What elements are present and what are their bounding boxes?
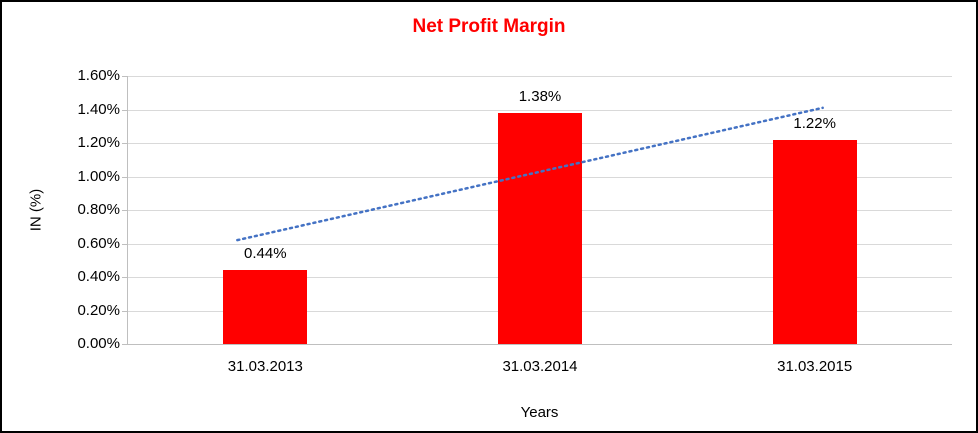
y-tick-mark bbox=[122, 243, 128, 245]
y-tick-label: 0.20% bbox=[77, 301, 120, 319]
bar bbox=[772, 139, 857, 344]
chart-title: Net Profit Margin bbox=[412, 16, 566, 37]
bar-value-label: 1.38% bbox=[518, 87, 562, 105]
y-tick-label: 0.00% bbox=[77, 335, 120, 352]
y-tick-mark bbox=[122, 210, 128, 211]
x-tick-label: 31.03.2015 bbox=[777, 358, 853, 375]
y-tick-label: 1.20% bbox=[77, 134, 120, 151]
y-tick-label: 0.80% bbox=[77, 201, 120, 218]
x-tick-label: 31.03.2013 bbox=[227, 358, 303, 375]
gridline bbox=[128, 109, 952, 111]
y-tick-mark bbox=[122, 344, 128, 345]
y-tick-label: 1.40% bbox=[77, 100, 120, 118]
y-tick-label: 0.60% bbox=[77, 234, 120, 252]
bar-value-label: 1.22% bbox=[793, 114, 836, 132]
bar bbox=[223, 270, 308, 344]
bar-value-label: 0.44% bbox=[244, 245, 287, 263]
y-tick-label: 0.40% bbox=[77, 268, 120, 285]
y-tick-mark bbox=[122, 143, 128, 144]
bar bbox=[498, 112, 582, 344]
y-tick-mark bbox=[122, 176, 128, 178]
y-tick-mark bbox=[122, 76, 128, 77]
y-tick-mark bbox=[122, 109, 128, 111]
y-tick-label: 1.60% bbox=[77, 67, 120, 84]
gridline bbox=[128, 76, 952, 77]
y-tick-mark bbox=[122, 310, 128, 312]
plot-area: 0.00% 0.20% 0.40% 0.60% 0.80% 1.00% 1.20% 1.40%… bbox=[77, 67, 952, 375]
x-axis-title: Years bbox=[520, 404, 559, 421]
y-tick-mark bbox=[122, 277, 128, 278]
x-tick-label: 31.03.2014 bbox=[502, 358, 578, 375]
y-tick-label: 1.00% bbox=[77, 167, 120, 185]
